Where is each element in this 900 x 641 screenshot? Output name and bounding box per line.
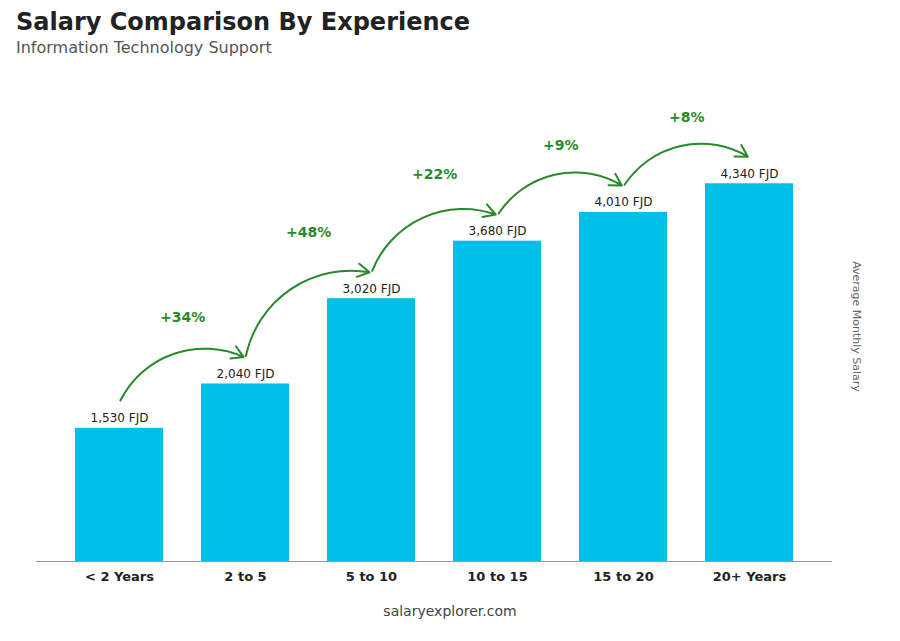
- svg-text:2 to 5: 2 to 5: [224, 569, 266, 584]
- svg-text:3,680 FJD: 3,680 FJD: [469, 224, 527, 238]
- svg-text:10 to 15: 10 to 15: [467, 569, 527, 584]
- svg-text:3,020 FJD: 3,020 FJD: [343, 282, 401, 296]
- svg-text:+9%: +9%: [543, 137, 579, 153]
- svg-text:+8%: +8%: [669, 109, 705, 125]
- svg-text:Average Monthly Salary: Average Monthly Salary: [850, 261, 863, 392]
- svg-text:15 to 20: 15 to 20: [593, 569, 653, 584]
- svg-text:5 to 10: 5 to 10: [346, 569, 397, 584]
- svg-text:4,010 FJD: 4,010 FJD: [595, 195, 653, 209]
- svg-text:+22%: +22%: [412, 166, 457, 182]
- html-text:Salary Comparison By Experienc: Salary Comparison By Experience: [16, 8, 471, 36]
- svg-text:4,340 FJD: 4,340 FJD: [721, 167, 779, 181]
- svg-text:+48%: +48%: [286, 224, 331, 240]
- html-text:salary explorer.com: salary explorer.com: [383, 603, 517, 619]
- svg-text:+34%: +34%: [160, 309, 205, 325]
- svg-text:1,530 FJD: 1,530 FJD: [91, 411, 149, 425]
- svg-text:< 2 Years: < 2 Years: [85, 569, 154, 584]
- svg-text:2,040 FJD: 2,040 FJD: [217, 367, 275, 381]
- html-text:Information Technology Support: Information Technology Support: [16, 38, 272, 57]
- svg-text:20+ Years: 20+ Years: [713, 569, 787, 584]
